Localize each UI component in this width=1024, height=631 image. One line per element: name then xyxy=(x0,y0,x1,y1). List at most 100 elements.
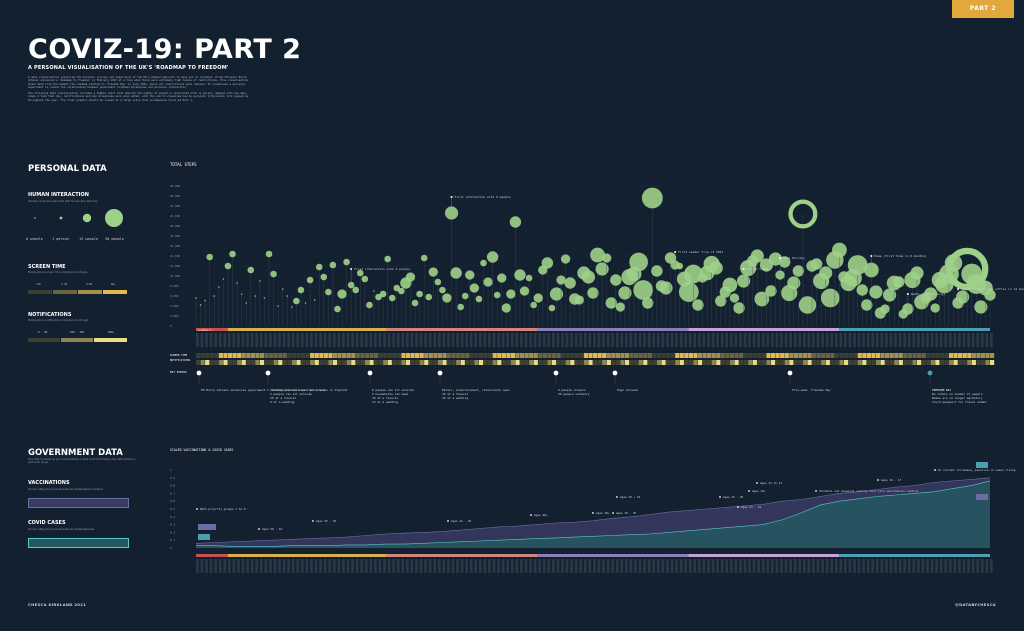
date-tick xyxy=(296,333,300,347)
steps-bubble xyxy=(556,275,566,285)
screen-time-cell xyxy=(602,353,607,358)
screen-time-cell xyxy=(396,353,401,358)
screen-time-cell xyxy=(697,353,703,358)
notif-cell xyxy=(675,360,680,365)
phase-segment xyxy=(839,328,990,331)
screen-time-cell xyxy=(332,353,338,358)
date-tick xyxy=(734,333,738,347)
vacc-date-tick xyxy=(752,559,756,573)
screen-time-cell xyxy=(241,353,246,358)
vacc-date-tick xyxy=(442,559,446,573)
steps-bubble xyxy=(222,278,225,280)
vacc-date-tick xyxy=(775,559,779,573)
key-event-dot xyxy=(612,370,618,376)
footer-handle[interactable]: @DATABYCHESCA xyxy=(955,602,997,607)
vacc-date-tick xyxy=(305,559,309,573)
screen-time-cell xyxy=(990,353,995,358)
date-tick xyxy=(360,333,364,347)
vacc-date-tick xyxy=(396,559,400,573)
notif-cell xyxy=(227,360,233,365)
vacc-date-tick xyxy=(227,559,231,573)
date-tick xyxy=(319,333,323,347)
date-tick xyxy=(392,333,396,347)
vacc-event-dot xyxy=(530,514,532,516)
notif-cell xyxy=(378,360,383,365)
vacc-event-label: Ages 16 - 17 xyxy=(881,478,902,482)
screen-time-cell xyxy=(907,353,913,358)
vacc-date-tick xyxy=(615,559,619,573)
screen-time-cell xyxy=(825,353,830,358)
vacc-phase-segment xyxy=(688,554,840,557)
screen-time-cell xyxy=(291,353,297,358)
screen-time-cell xyxy=(456,353,461,358)
date-tick xyxy=(373,333,377,347)
vacc-tick-label: 0.6 xyxy=(170,499,175,503)
steps-bubble xyxy=(388,294,396,302)
screen-time-cell xyxy=(976,353,981,358)
part-badge[interactable]: PART 2 xyxy=(952,0,1014,18)
steps-bubble xyxy=(856,284,868,296)
screen-time-cell xyxy=(355,353,360,358)
date-tick xyxy=(419,333,423,347)
date-tick xyxy=(218,333,222,347)
screen-time-cell xyxy=(666,353,671,358)
notif-cell xyxy=(871,360,876,365)
date-tick xyxy=(656,333,660,347)
steps-bubble xyxy=(405,272,416,282)
date-tick xyxy=(821,333,824,347)
notif-cell xyxy=(465,360,470,365)
steps-bubble xyxy=(549,287,564,301)
notif-cell xyxy=(962,360,967,365)
vacc-date-tick xyxy=(802,559,806,573)
screen-time-cell xyxy=(780,353,785,358)
date-tick xyxy=(971,333,975,347)
steps-tick-label: 18,000 xyxy=(170,234,180,238)
page-subtitle: A PERSONAL VISUALISATION OF THE UK'S 'RO… xyxy=(28,65,229,71)
annotation-dot xyxy=(350,268,353,270)
screen-time-cell xyxy=(373,353,379,358)
vacc-date-tick xyxy=(360,559,364,573)
vacc-event-label: Ages 21 - 22 xyxy=(741,505,762,509)
screen-time-cell xyxy=(588,353,593,358)
vacc-date-tick xyxy=(547,559,551,573)
screen-time-cell xyxy=(962,353,967,358)
date-tick xyxy=(351,333,354,347)
notif-cell xyxy=(707,360,712,365)
notif-cell xyxy=(342,360,347,365)
screen-time-cell xyxy=(880,353,885,358)
screen-legend-3: 5h+ xyxy=(111,283,116,286)
vacc-date-tick xyxy=(793,559,797,573)
vacc-event-dot xyxy=(877,479,879,481)
vacc-tick-label: 0.5 xyxy=(170,507,175,511)
steps-bubble xyxy=(792,265,805,277)
vacc-event-label: Ages 23 to 24 xyxy=(760,481,782,485)
notif-cell xyxy=(985,360,990,365)
steps-bubble xyxy=(461,292,469,300)
screen-time-cell xyxy=(451,353,456,358)
screen-time-cell xyxy=(926,353,931,358)
legend-bubble-1 xyxy=(59,216,63,220)
steps-tick-label: 2,000 xyxy=(170,314,179,318)
vacc-date-tick xyxy=(387,559,391,573)
vacc-event-dot xyxy=(592,512,594,514)
key-event-text: 2 households can meet xyxy=(372,392,409,396)
cases-source[interactable]: Source: https://coronavirus.data.gov.uk/… xyxy=(28,528,95,531)
vacc-date-tick xyxy=(985,559,989,573)
annotation-label: Three times in the office in 12 months xyxy=(961,287,1024,291)
screen-time-cell xyxy=(821,353,826,358)
date-tick xyxy=(524,333,528,347)
screen-time-cell xyxy=(843,353,849,358)
date-tick xyxy=(574,333,578,347)
screen-time-cell xyxy=(985,353,990,358)
screen-time-cell xyxy=(250,353,255,358)
vacc-date-tick xyxy=(497,559,500,573)
notif-cell xyxy=(196,360,201,365)
notif-cell xyxy=(875,360,881,365)
notif-cell xyxy=(939,360,945,365)
notif-cell xyxy=(734,360,739,365)
vaccinations-source[interactable]: Source: https://coronavirus.data.gov.uk/… xyxy=(28,488,103,491)
notif-cell xyxy=(396,360,401,365)
vacc-date-tick xyxy=(643,559,646,573)
vacc-date-tick xyxy=(807,559,811,573)
date-tick xyxy=(976,333,980,347)
